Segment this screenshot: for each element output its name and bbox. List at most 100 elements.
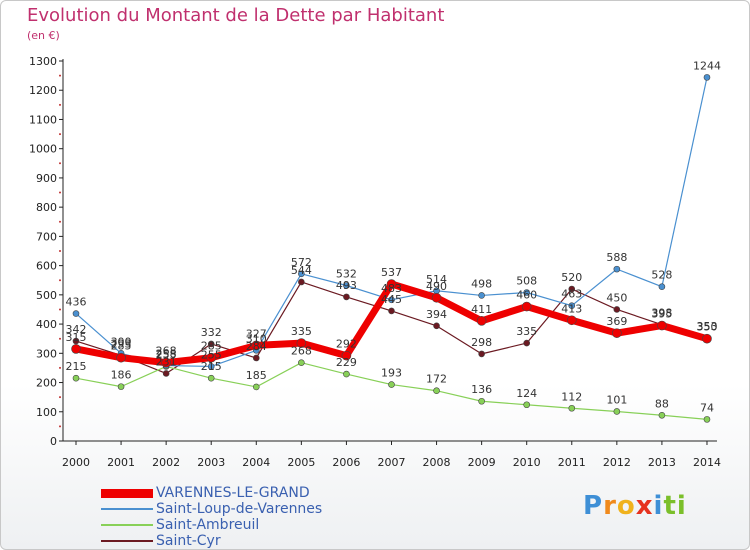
data-point [388,307,395,315]
data-label: 300 [111,335,132,348]
data-label: 537 [381,266,402,279]
legend-label: Saint-Ambreuil [156,517,260,533]
data-label: 335 [291,325,312,338]
x-tick-label: 2002 [152,456,180,469]
y-tick-label: 1200 [29,84,57,97]
data-point [71,344,81,354]
data-label: 229 [336,356,357,369]
data-label: 528 [651,269,672,282]
y-tick-label: 0 [50,435,57,448]
data-point [433,387,440,395]
y-tick-label: 1300 [29,55,57,68]
data-point [568,404,576,412]
data-label: 327 [246,327,267,340]
data-label: 285 [111,340,132,353]
data-label: 490 [426,280,447,293]
y-minor-tick [59,337,61,340]
data-label: 293 [111,337,132,350]
y-tick-label: 200 [36,377,57,390]
data-point [298,270,305,278]
data-point [521,301,532,312]
legend-swatch [101,488,153,498]
data-point [386,279,397,289]
data-point [658,411,666,419]
data-point [72,374,80,382]
data-label: 231 [156,355,177,368]
y-minor-tick [59,308,61,311]
data-label: 544 [291,264,312,277]
legend-swatch [101,524,153,526]
y-tick-label: 600 [36,260,57,273]
logo-letter: x [635,491,654,521]
data-point [658,283,666,290]
data-label: 335 [516,325,537,338]
data-label: 395 [651,308,672,321]
data-point [206,352,217,363]
data-point [478,292,485,299]
data-label: 1244 [693,59,721,72]
data-point [566,315,577,326]
data-point [523,401,531,409]
data-point [613,265,621,273]
data-label: 315 [66,331,87,344]
data-label: 136 [471,383,492,396]
data-point [72,337,80,345]
data-label: 74 [700,401,714,414]
data-point [296,338,307,348]
data-label: 310 [246,332,267,345]
data-point [703,416,711,423]
data-point [252,354,260,362]
y-tick-label: 800 [36,201,57,214]
x-tick-label: 2014 [693,456,721,469]
logo-letter: o [616,491,636,521]
x-tick-label: 2005 [287,456,315,469]
legend-label: VARENNES-LE-GRAND [156,485,310,501]
x-tick-label: 2003 [197,456,225,469]
logo-letter: P [583,491,604,521]
data-point [613,306,621,313]
logo-letter: r [603,491,617,521]
data-label: 88 [655,397,669,410]
data-label: 350 [696,321,717,334]
data-label: 514 [426,273,447,286]
y-minor-tick [59,279,61,282]
data-label: 215 [66,360,87,373]
data-label: 498 [471,277,492,290]
legend-label: Saint-Cyr [156,533,221,549]
data-point [117,383,125,390]
data-point [343,282,350,289]
y-tick-label: 500 [36,289,57,302]
data-point [433,322,440,330]
chart-title: Evolution du Montant de la Dette par Hab… [27,5,445,26]
x-tick-label: 2006 [332,456,360,469]
data-label: 342 [66,323,87,336]
legend-swatch [101,508,153,510]
data-label: 436 [66,296,87,309]
data-label: 172 [426,373,447,386]
y-tick-label: 700 [36,230,57,243]
data-point [388,381,395,388]
x-tick-label: 2009 [468,456,496,469]
y-minor-tick [59,250,61,252]
data-label: 572 [291,256,312,269]
data-point [207,340,215,348]
data-label: 483 [381,282,402,295]
data-point [388,296,395,304]
data-label: 394 [426,308,447,321]
y-tick-label: 300 [36,347,57,360]
data-point [612,328,622,338]
x-tick-label: 2001 [107,456,135,469]
y-minor-tick [59,425,61,428]
x-tick-label: 2011 [558,456,586,469]
proxiti-logo: Proxiti [583,491,687,521]
data-label: 532 [336,267,357,280]
y-tick-label: 400 [36,318,57,331]
logo-letter: ti [663,491,687,521]
y-minor-tick [59,133,61,136]
data-label: 284 [246,340,267,353]
y-tick-label: 1000 [29,143,57,156]
data-point [298,278,305,286]
data-point [116,352,126,363]
data-label: 255 [201,348,222,361]
data-point [161,357,171,368]
